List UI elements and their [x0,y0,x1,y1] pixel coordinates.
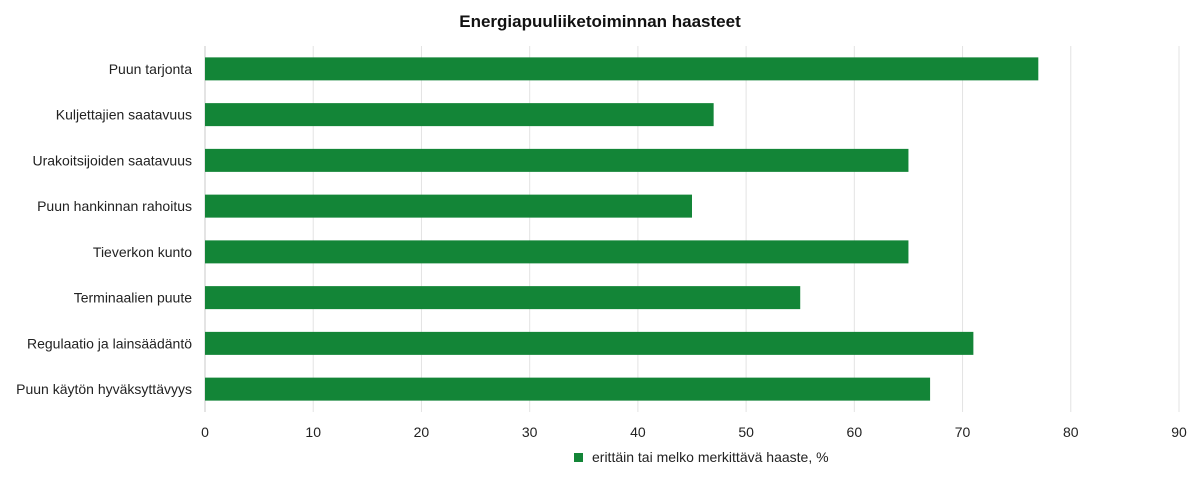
x-tick-label: 50 [738,424,754,440]
x-tick-label: 0 [201,424,209,440]
x-tick-label: 60 [847,424,863,440]
bar [205,331,974,355]
x-tick-label: 20 [414,424,430,440]
category-label: Puun hankinnan rahoitus [37,198,192,214]
grid-lines [204,46,1180,412]
x-tick-label: 40 [630,424,646,440]
category-label: Puun käytön hyväksyttävyys [16,381,192,397]
x-tick-label: 90 [1171,424,1187,440]
legend: erittäin tai melko merkittävä haaste, % [574,449,829,465]
bar [205,286,801,310]
x-tick-label: 10 [305,424,321,440]
x-tick-label: 70 [955,424,971,440]
category-label: Tieverkon kunto [93,244,192,260]
legend-swatch [574,453,583,462]
bar [205,57,1039,81]
x-axis-ticks: 0 10 20 30 40 50 60 70 80 90 [201,424,1187,440]
bar [205,148,909,172]
legend-label: erittäin tai melko merkittävä haaste, % [592,449,829,465]
bar [205,194,692,218]
x-tick-label: 30 [522,424,538,440]
x-tick-label: 80 [1063,424,1079,440]
chart-title: Energiapuuliiketoiminnan haasteet [459,12,741,31]
bar [205,240,909,264]
bar [205,103,714,127]
category-label: Kuljettajien saatavuus [56,107,192,123]
bar [205,377,931,401]
category-label: Terminaalien puute [74,290,193,306]
category-label: Urakoitsijoiden saatavuus [32,152,192,168]
category-label: Puun tarjonta [109,61,192,77]
category-label: Regulaatio ja lainsäädäntö [27,335,192,351]
bars [205,57,1039,401]
category-labels: Puun tarjonta Kuljettajien saatavuus Urako… [16,61,192,397]
